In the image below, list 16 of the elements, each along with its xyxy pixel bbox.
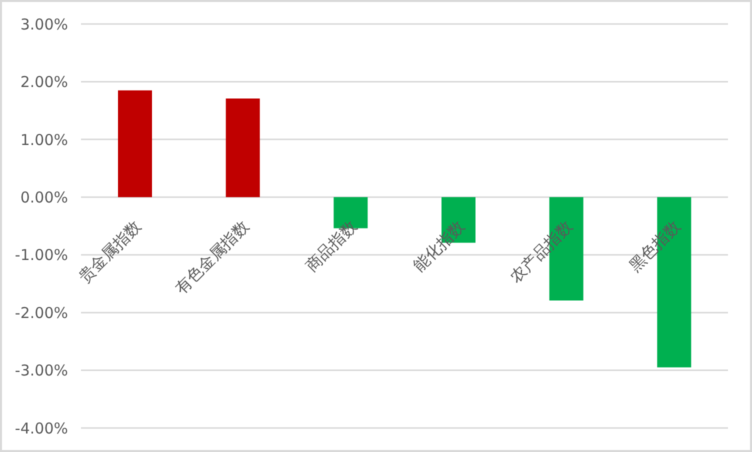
x-tick-label: 有色金属指数 (171, 216, 253, 298)
x-tick-label: 农产品指数 (506, 216, 576, 287)
x-tick-label: 黑色指数 (625, 216, 684, 276)
x-tick-label: 商品指数 (302, 216, 360, 276)
y-tick-label: -1.00% (14, 246, 68, 264)
y-tick-label: 3.00% (20, 15, 68, 34)
y-tick-label: 0.00% (20, 188, 68, 206)
y-tick-label: -2.00% (14, 304, 68, 322)
y-tick-label: -3.00% (14, 362, 68, 380)
y-tick-label: 1.00% (20, 130, 68, 149)
x-tick-label: 贵金属指数 (74, 216, 145, 287)
bar (226, 98, 260, 198)
bar (118, 90, 152, 198)
y-tick-label: 2.00% (20, 73, 68, 92)
x-tick-label: 能化指数 (410, 216, 468, 276)
y-tick-label: -4.00% (14, 419, 68, 438)
